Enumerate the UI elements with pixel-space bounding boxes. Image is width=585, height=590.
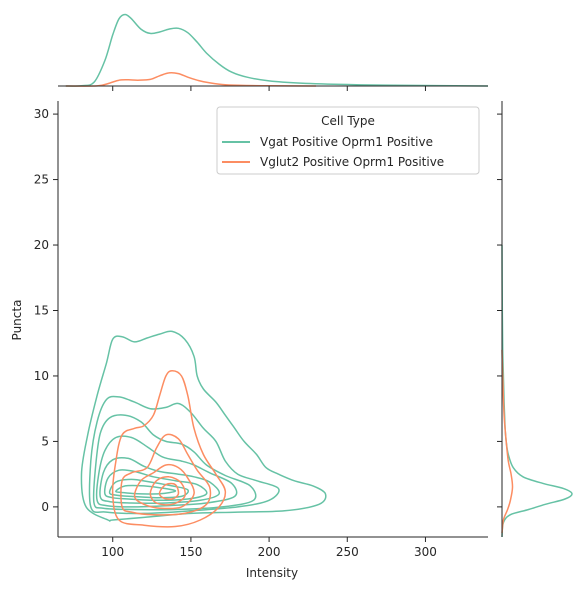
y-tick-label: 25 [34, 173, 49, 187]
x-axis-label: Intensity [246, 566, 298, 580]
top-marginal-plot [58, 15, 488, 92]
top-marginal-curve-vglut2 [66, 73, 316, 86]
y-tick-label: 20 [34, 238, 49, 252]
legend-title: Cell Type [321, 114, 375, 128]
right-marginal-ticks [497, 114, 502, 507]
y-axis-label: Puncta [10, 300, 24, 341]
right-marginal-curves [502, 245, 572, 537]
y-tick-label: 15 [34, 303, 49, 317]
contour-layer [81, 331, 325, 527]
x-tick-label: 250 [336, 545, 359, 559]
y-axis-ticks: 0 5 10 15 20 25 30 [34, 107, 58, 514]
top-marginal-ticks [113, 86, 426, 91]
x-axis-ticks: 100 150 200 250 300 [101, 537, 437, 559]
x-tick-label: 300 [414, 545, 437, 559]
y-tick-label: 30 [34, 107, 49, 121]
legend-label-vglut2: Vglut2 Positive Oprm1 Positive [260, 155, 444, 169]
y-tick-label: 5 [41, 434, 49, 448]
top-marginal-curve-vgat [66, 15, 488, 87]
x-tick-label: 100 [101, 545, 124, 559]
top-marginal-curves [66, 15, 488, 87]
x-tick-label: 150 [179, 545, 202, 559]
x-tick-label: 200 [258, 545, 281, 559]
legend: Cell Type Vgat Positive Oprm1 Positive V… [217, 107, 479, 174]
legend-label-vgat: Vgat Positive Oprm1 Positive [260, 135, 433, 149]
right-marginal-plot [497, 101, 572, 537]
contour-vgat-level-8 [116, 485, 176, 494]
y-tick-label: 0 [41, 500, 49, 514]
y-tick-label: 10 [34, 369, 49, 383]
